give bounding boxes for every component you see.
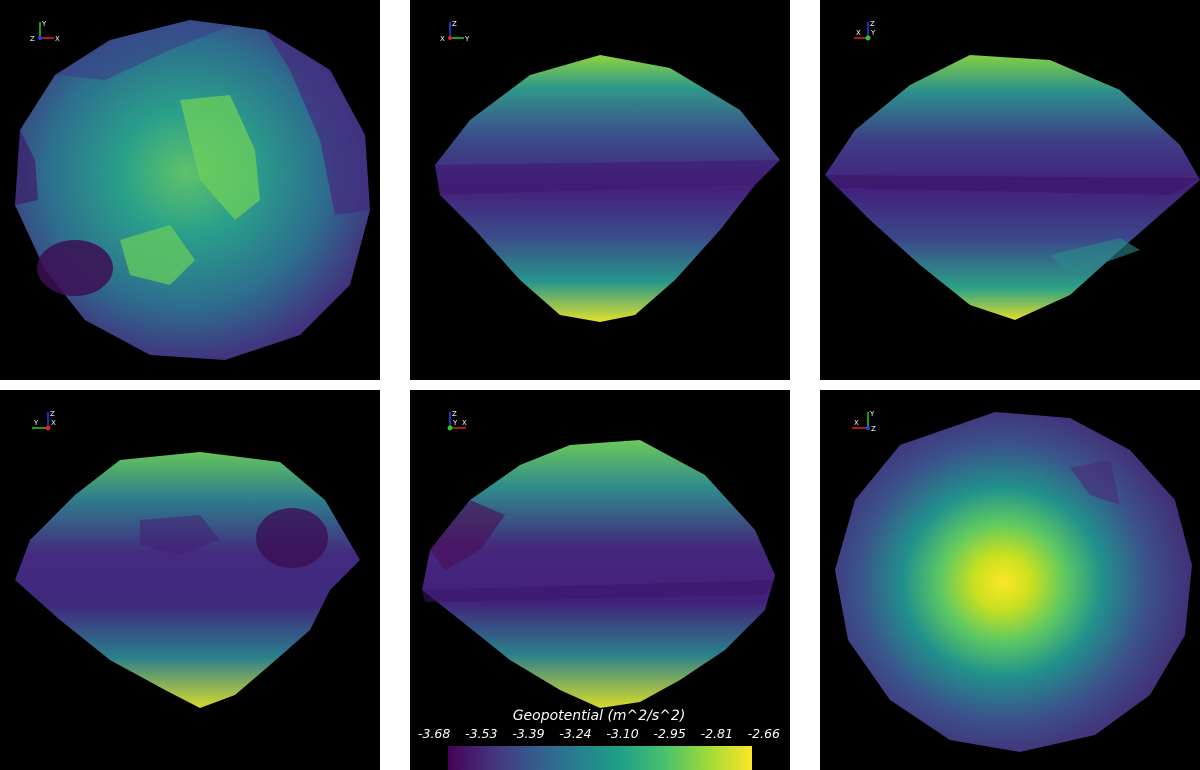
orientation-axes-triad: Y X Z bbox=[28, 16, 68, 46]
colorbar-title: Geopotential (m^2/s^2) bbox=[512, 708, 686, 724]
colorbar-tick: -2.81 bbox=[700, 726, 733, 741]
axis-label-b: X bbox=[854, 419, 859, 427]
colorbar-tick: -3.10 bbox=[606, 726, 639, 741]
axis-label-c: Y bbox=[870, 29, 876, 37]
colorbar-tick: -3.24 bbox=[559, 726, 592, 741]
colorbar-tick: -3.53 bbox=[465, 726, 498, 741]
axis-label-c: Y bbox=[452, 419, 458, 427]
axis-label-c: X bbox=[440, 35, 445, 43]
orientation-axes-triad: Z Y X bbox=[438, 16, 478, 46]
view-panel-top-middle: Z Y X bbox=[410, 0, 790, 380]
axis-label-b: X bbox=[462, 419, 467, 427]
colorbar-tick-labels: -3.68 -3.53 -3.39 -3.24 -3.10 -2.95 -2.8… bbox=[418, 726, 780, 741]
axis-label-c: Z bbox=[30, 35, 35, 43]
asteroid-shape-side-view bbox=[435, 55, 780, 322]
axis-label-a: Y bbox=[869, 410, 875, 418]
colorbar-legend: Geopotential (m^2/s^2) -3.68 -3.53 -3.39… bbox=[418, 706, 780, 770]
view-panel-top-left: Y X Z bbox=[0, 0, 380, 380]
asteroid-shape-top-view bbox=[15, 20, 370, 360]
axis-label-c: Z bbox=[871, 425, 876, 433]
axis-label-a: Z bbox=[452, 20, 457, 28]
axis-label-b: Y bbox=[33, 419, 39, 427]
colorbar-tick: -3.68 bbox=[418, 726, 451, 741]
axis-label-a: Z bbox=[870, 20, 875, 28]
axis-label-c: X bbox=[51, 419, 56, 427]
orientation-axes-triad: Z X Y bbox=[848, 16, 888, 46]
orientation-axes-triad: Y X Z bbox=[848, 406, 888, 436]
colorbar-gradient bbox=[448, 746, 752, 770]
asteroid-shape-side-view bbox=[422, 440, 775, 708]
view-panel-bottom-middle: Z X Y bbox=[410, 390, 790, 770]
asteroid-shape-bottom-view bbox=[835, 412, 1192, 752]
colorbar-tick: -2.95 bbox=[653, 726, 686, 741]
view-panel-bottom-right: Y X Z bbox=[820, 390, 1200, 770]
axis-label-b: X bbox=[856, 29, 861, 37]
orientation-axes-triad: Z Y X bbox=[28, 406, 68, 436]
colorbar-tick: -3.39 bbox=[512, 726, 545, 741]
asteroid-shape-side-view bbox=[15, 452, 360, 708]
axis-label-a: Y bbox=[41, 20, 47, 28]
axis-label-b: X bbox=[55, 35, 60, 43]
view-panel-top-right: Z X Y bbox=[820, 0, 1200, 380]
axis-label-a: Z bbox=[452, 410, 457, 418]
colorbar-tick: -2.66 bbox=[747, 726, 780, 741]
axis-label-b: Y bbox=[464, 35, 470, 43]
asteroid-shape-side-view bbox=[825, 55, 1200, 320]
view-panel-bottom-left: Z Y X bbox=[0, 390, 380, 770]
orientation-axes-triad: Z X Y bbox=[438, 406, 478, 436]
axis-label-a: Z bbox=[50, 410, 55, 418]
